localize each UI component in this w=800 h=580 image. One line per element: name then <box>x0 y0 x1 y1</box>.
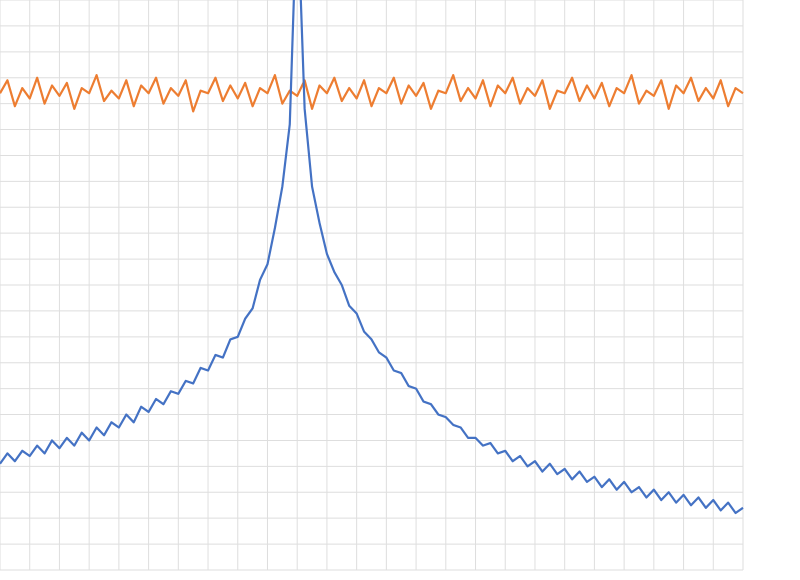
series-line <box>0 74 744 113</box>
series-line <box>0 0 744 515</box>
